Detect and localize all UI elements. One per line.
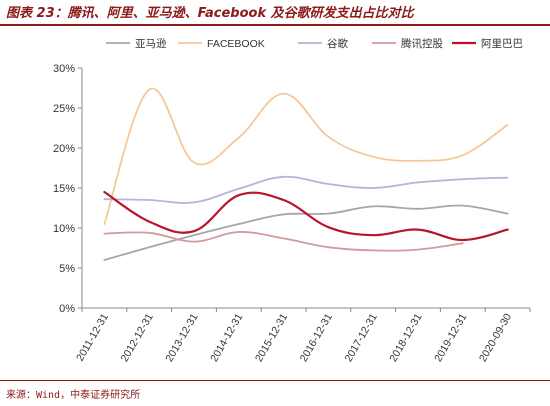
line-chart: 30% 25% 20% 15% 10% 5% 0% 2011-12-31 2012-12-31… — [53, 37, 531, 364]
legend-label: FACEBOOK — [207, 38, 265, 50]
x-tick-label: 2016-12-31 — [298, 311, 335, 364]
x-tick-label: 2018-12-31 — [387, 311, 424, 364]
legend-label: 腾讯控股 — [401, 37, 443, 50]
source-divider — [0, 380, 550, 381]
title-divider — [0, 24, 550, 26]
y-tick-label: 10% — [53, 223, 75, 235]
axes — [81, 68, 530, 309]
legend-label: 谷歌 — [327, 37, 348, 50]
series-line-3 — [103, 231, 464, 252]
y-tick-label: 30% — [53, 63, 75, 75]
series-lines — [103, 87, 509, 261]
legend: 亚马逊 FACEBOOK 谷歌 腾讯控股 阿里巴巴 — [106, 37, 523, 50]
x-tick-label: 2012-12-31 — [119, 311, 156, 364]
x-tick-labels: 2011-12-31 2012-12-31 2013-12-31 2014-12-31… — [74, 308, 531, 364]
x-tick-label: 2014-12-31 — [208, 311, 245, 364]
y-tick-label: 15% — [53, 183, 75, 195]
y-tick-label: 5% — [59, 263, 75, 275]
x-tick-label: 2019-12-31 — [432, 311, 469, 364]
y-tick-label: 25% — [53, 103, 75, 115]
x-tick-label: 2015-12-31 — [253, 311, 290, 364]
series-line-4 — [103, 190, 509, 242]
x-tick-label: 2017-12-31 — [343, 311, 380, 364]
y-tick-label: 0% — [59, 303, 75, 315]
legend-label: 阿里巴巴 — [481, 38, 523, 50]
series-line-1 — [103, 87, 509, 225]
chart-title: 图表 23：腾讯、阿里、亚马逊、Facebook 及谷歌研发支出占比对比 — [6, 6, 414, 21]
y-tick-label: 20% — [53, 143, 75, 155]
legend-label: 亚马逊 — [135, 38, 167, 50]
x-tick-label: 2011-12-31 — [74, 311, 111, 363]
series-line-2 — [103, 175, 509, 204]
x-tick-label: 2013-12-31 — [163, 311, 200, 364]
y-tick-labels: 30% 25% 20% 15% 10% 5% 0% — [53, 63, 82, 315]
x-tick-label: 2020-09-30 — [477, 311, 514, 364]
source-note: 来源：Wind，中泰证券研究所 — [6, 390, 141, 401]
